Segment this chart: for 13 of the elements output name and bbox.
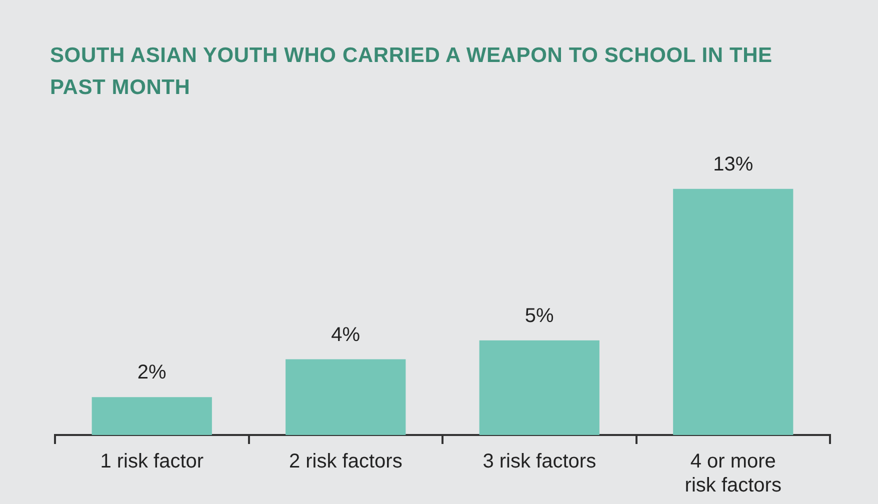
- bar: [673, 188, 794, 435]
- data-label: 2%: [137, 362, 167, 384]
- x-tick-label: 3 risk factors: [482, 450, 596, 473]
- bar: [479, 340, 600, 435]
- x-tick-label: 2 risk factors: [288, 450, 402, 473]
- bar: [286, 359, 406, 435]
- data-label: 13%: [713, 153, 754, 176]
- x-tick-label: 4 or more risk factors: [684, 450, 782, 497]
- data-label: 5%: [524, 304, 554, 327]
- bar: [92, 397, 212, 435]
- data-label: 4%: [331, 324, 360, 346]
- chart-title: SOUTH ASIAN YOUTH WHO CARRIED A WEAPON TO SCHOOL IN THE PAST MONTH: [50, 43, 774, 101]
- x-tick-label: 1 risk factor: [100, 450, 204, 473]
